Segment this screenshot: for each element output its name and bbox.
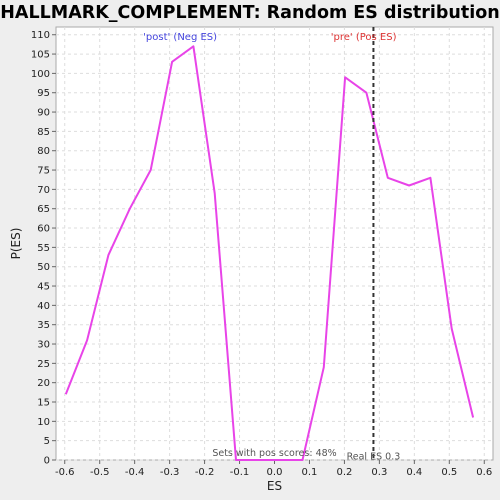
x-tick-label: 0.0 [267,467,283,478]
y-tick-label: 60 [37,224,50,235]
y-tick-label: 25 [37,359,50,370]
x-tick-label: -0.4 [125,467,145,478]
y-tick-label: 85 [37,127,50,138]
x-tick-label: -0.1 [230,467,250,478]
y-tick-label: 75 [37,166,50,177]
y-tick-label: 65 [37,204,50,215]
chart-title: HALLMARK_COMPLEMENT: Random ES distribut… [0,3,499,23]
x-tick-label: 0.2 [336,467,352,478]
y-tick-label: 80 [37,146,50,157]
pos-scores-annotation: Sets with pos scores: 48% [212,448,336,459]
x-tick-label: -0.3 [160,467,180,478]
y-tick-label: 35 [37,320,50,331]
y-tick-label: 100 [31,69,50,80]
y-tick-label: 15 [37,398,50,409]
series-line [64,45,475,461]
x-tick-label: -0.6 [55,467,75,478]
x-tick-label: 0.3 [371,467,387,478]
x-tick-label: 0.6 [476,467,492,478]
y-tick-label: 105 [31,50,50,61]
y-tick-label: 110 [31,30,50,41]
x-tick-label: 0.5 [441,467,457,478]
y-tick-label: 40 [37,301,50,312]
y-tick-label: 30 [37,340,50,351]
x-tick-label: -0.2 [195,467,215,478]
y-tick-label: 20 [37,378,50,389]
y-axis: 0 5 10 15 20 25 30 35 40 45 50 55 60 65 70 75 80 85 90 95 10… [31,30,56,467]
y-axis-title: P(ES) [9,228,23,260]
y-tick-label: 45 [37,282,50,293]
real-es-label: Real ES 0.3 [347,452,401,463]
y-tick-label: 70 [37,185,50,196]
x-tick-label: -0.5 [90,467,110,478]
y-tick-label: 90 [37,108,50,119]
y-tick-label: 50 [37,262,50,273]
x-axis-title: ES [267,479,282,493]
x-tick-label: 0.4 [406,467,422,478]
gridlines [56,27,493,461]
x-axis: -0.6 -0.5 -0.4 -0.3 -0.2 -0.1 0.0 0.1 0.2 0.3 0.4 0… [55,460,492,478]
x-tick-label: 0.1 [302,467,318,478]
y-tick-label: 0 [44,456,50,467]
y-tick-label: 55 [37,243,50,254]
pre-annotation: 'pre' (Pos ES) [331,32,397,43]
y-tick-label: 5 [44,436,50,447]
post-annotation: 'post' (Neg ES) [143,32,217,43]
data-series [64,45,475,461]
y-tick-label: 10 [37,417,50,428]
y-tick-label: 95 [37,88,50,99]
